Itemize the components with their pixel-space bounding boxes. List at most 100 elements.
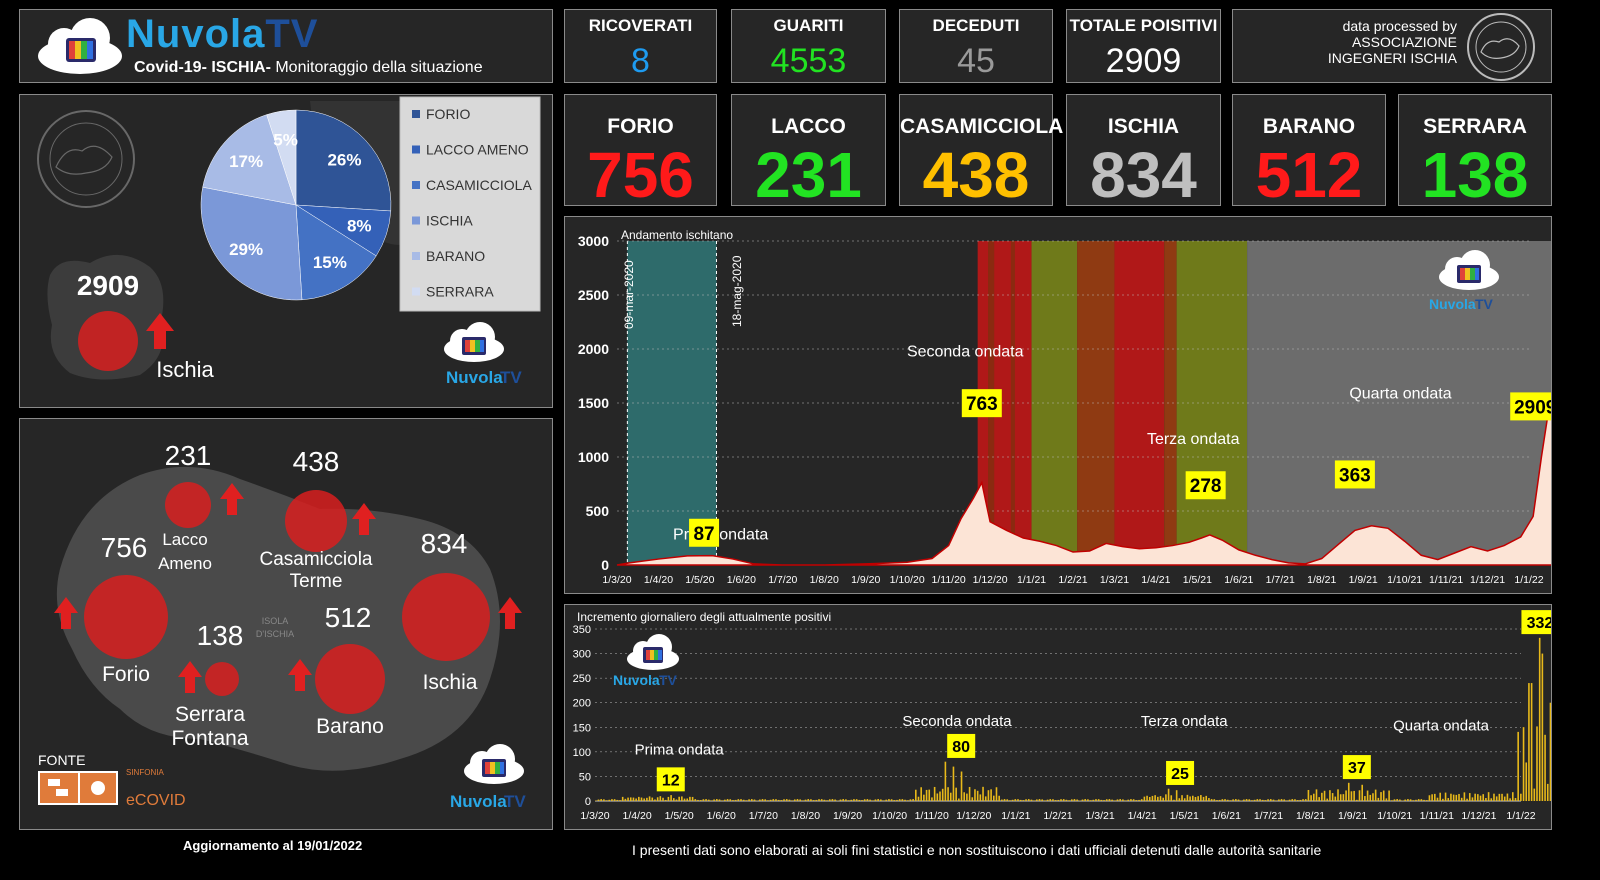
daily-bar xyxy=(987,790,990,801)
daily-bar xyxy=(1399,799,1401,801)
daily-bar xyxy=(858,799,861,801)
wave-label: Prima ondata xyxy=(673,527,768,544)
daily-bar xyxy=(842,799,845,801)
legend-swatch xyxy=(412,287,420,296)
daily-bar xyxy=(1382,790,1385,801)
logo-text-a: Nuvola xyxy=(446,368,503,387)
daily-bar xyxy=(686,798,689,801)
daily-bar xyxy=(1210,799,1213,801)
daily-chart-panel: 350 300 250 200 150 100 50 0 1/3/20 1/4/20 1/5/20… xyxy=(564,604,1565,830)
credit-line-2: ASSOCIAZIONE xyxy=(1351,34,1457,50)
daily-bar xyxy=(629,797,632,801)
wave-label: Seconda ondata xyxy=(907,344,1024,361)
daily-bar xyxy=(1380,792,1382,801)
daily-bar xyxy=(804,799,807,801)
y-tick-label: 500 xyxy=(586,503,610,519)
daily-bar xyxy=(941,788,944,801)
daily-bar xyxy=(1495,796,1498,801)
daily-bar xyxy=(1294,799,1296,801)
daily-bar xyxy=(1447,798,1450,801)
daily-bar xyxy=(1533,788,1536,801)
value-callout-text: 278 xyxy=(1190,476,1222,497)
daily-bar xyxy=(982,786,984,801)
daily-bar xyxy=(1482,794,1485,801)
daily-bar xyxy=(1105,799,1108,801)
daily-bar xyxy=(1041,799,1043,801)
daily-bar xyxy=(1191,795,1194,801)
x-tick-label: 1/11/20 xyxy=(932,574,966,586)
daily-bar xyxy=(737,799,740,801)
daily-bar xyxy=(1463,792,1466,801)
daily-bar xyxy=(793,799,796,801)
daily-bar xyxy=(648,796,651,801)
trend-area xyxy=(616,250,1572,566)
daily-bar xyxy=(1194,797,1197,801)
logo-text-b: TV xyxy=(500,368,522,387)
daily-bar xyxy=(1243,799,1245,801)
daily-bar xyxy=(1122,799,1124,801)
logo-text-a: Nuvola xyxy=(1429,296,1476,312)
daily-bar xyxy=(906,800,909,801)
daily-bar xyxy=(1062,799,1065,801)
daily-bar xyxy=(815,799,818,801)
daily-bar xyxy=(1065,799,1068,801)
x-tick-label: 1/5/20 xyxy=(685,574,714,586)
daily-bar xyxy=(734,799,737,801)
legend-label: SERRARA xyxy=(426,284,494,300)
x-tick-label: 1/3/21 xyxy=(1100,574,1129,586)
pie-slice-label: 5% xyxy=(273,130,298,149)
isola-label: D'ISCHIA xyxy=(256,629,294,639)
daily-bar xyxy=(1216,800,1218,801)
town-value: 756 xyxy=(587,139,694,211)
daily-bar xyxy=(1200,795,1202,801)
town-bubble-barano xyxy=(315,644,385,714)
daily-bar xyxy=(912,799,914,801)
legend-swatch xyxy=(412,216,420,225)
daily-bar xyxy=(1530,683,1533,801)
daily-bar xyxy=(1138,799,1140,801)
daily-bar xyxy=(992,795,995,801)
daily-bar xyxy=(1097,799,1100,801)
daily-bar xyxy=(1049,799,1052,801)
y-tick-label: 150 xyxy=(573,722,591,734)
stat-deceduti: DECEDUTI 45 xyxy=(899,9,1053,83)
map-value: 512 xyxy=(325,602,372,633)
daily-bar xyxy=(1423,799,1425,801)
daily-bar xyxy=(1331,793,1334,801)
daily-bar xyxy=(710,800,713,801)
daily-bar xyxy=(759,799,761,801)
daily-bar xyxy=(799,799,801,801)
daily-bar xyxy=(1412,800,1415,801)
map-value: 438 xyxy=(293,446,340,477)
daily-bar xyxy=(613,799,616,801)
daily-bar xyxy=(1425,800,1428,801)
daily-bar xyxy=(958,798,960,801)
period-band xyxy=(1031,241,1078,565)
daily-bar xyxy=(917,796,920,801)
daily-bar xyxy=(1404,799,1407,801)
daily-bar xyxy=(1092,799,1095,801)
pie-chart: 26% 8%15% 29% 17% 5% xyxy=(200,109,392,301)
daily-bar xyxy=(1347,782,1350,801)
daily-bar xyxy=(667,796,670,801)
daily-bar xyxy=(1003,799,1006,801)
daily-bar xyxy=(931,797,933,801)
daily-bar xyxy=(952,766,955,801)
daily-bar xyxy=(777,799,780,801)
daily-bar xyxy=(1487,792,1490,801)
map-value: 834 xyxy=(421,528,468,559)
daily-bar xyxy=(616,799,619,801)
cloud-logo-icon xyxy=(34,14,126,78)
arrow-up-icon xyxy=(498,597,522,629)
daily-bar xyxy=(1079,800,1081,801)
daily-bar xyxy=(1544,734,1546,801)
daily-bar xyxy=(707,799,710,801)
island-label: Ischia xyxy=(156,357,214,382)
town-bubble-serrara xyxy=(205,662,239,696)
daily-bar xyxy=(726,799,729,801)
y-tick-label: 0 xyxy=(585,796,591,808)
logo-text-b: TV xyxy=(504,792,526,811)
town-value: 834 xyxy=(1090,139,1197,211)
daily-bar xyxy=(890,799,893,801)
daily-bar xyxy=(791,800,793,801)
